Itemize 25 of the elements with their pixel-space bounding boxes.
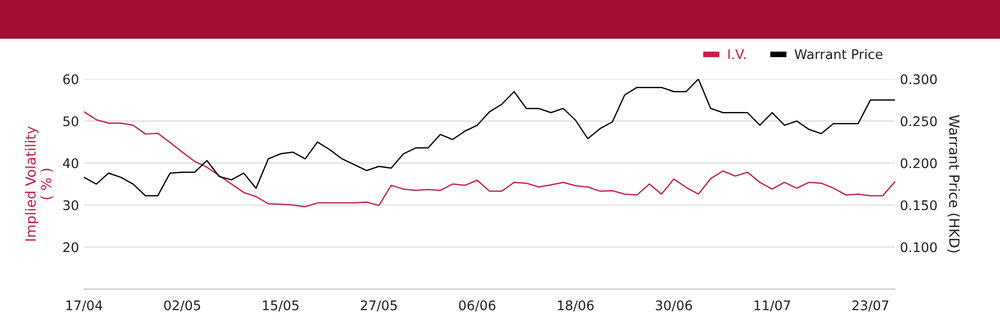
y2-tick-label: 0.100 (900, 242, 937, 252)
line-series (84, 111, 895, 208)
y-tick-label: 30 (63, 200, 78, 210)
x-tick-label: 23/07 (852, 300, 888, 312)
y-tick-label: 60 (63, 74, 78, 84)
y2-tick-label: 0.300 (900, 74, 937, 84)
x-tick-label: 30/06 (656, 300, 692, 312)
y-tick-label: 40 (62, 158, 78, 168)
y2-axis-title: Warrant Price (HKD) (947, 114, 960, 252)
x-tick-label: 02/05 (164, 300, 200, 312)
x-tick-label: 06/06 (459, 300, 496, 312)
x-tick-label: 11/07 (754, 300, 790, 312)
legend-label: I.V. (728, 49, 746, 59)
y2-tick-label: 0.150 (900, 200, 937, 210)
y-tick-label: 20 (63, 242, 78, 252)
legend-label: Warrant Price (794, 48, 882, 60)
x-tick-label: 17/04 (66, 300, 102, 312)
y2-tick-label: 0.200 (900, 158, 937, 168)
y-tick-label: 50 (63, 116, 78, 126)
y-axis-title: Implied Volatility ( % ) (25, 126, 53, 241)
line-series (84, 79, 895, 196)
y2-tick-label: 0.250 (900, 116, 937, 126)
x-tick-label: 18/06 (558, 300, 594, 312)
x-tick-label: 27/05 (360, 300, 397, 312)
x-tick-label: 15/05 (263, 300, 298, 312)
